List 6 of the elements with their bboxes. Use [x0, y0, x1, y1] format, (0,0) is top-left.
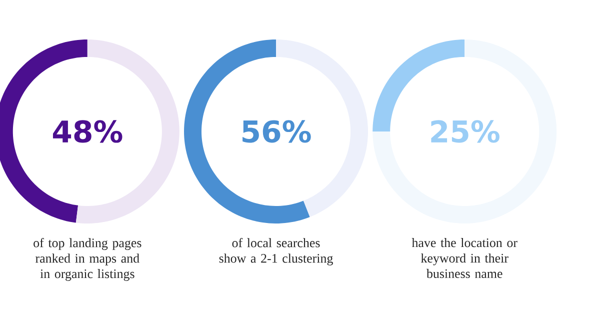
text: 25%: [431, 120, 500, 143]
text: 48%: [52, 120, 122, 143]
text: of top landing pages ranked in maps and in organic listings: [34, 238, 142, 281]
text: 56%: [242, 120, 311, 143]
text: of local searches show a 2-1 clustering: [219, 238, 333, 266]
text: have the location or keyword in their business name: [412, 238, 518, 278]
